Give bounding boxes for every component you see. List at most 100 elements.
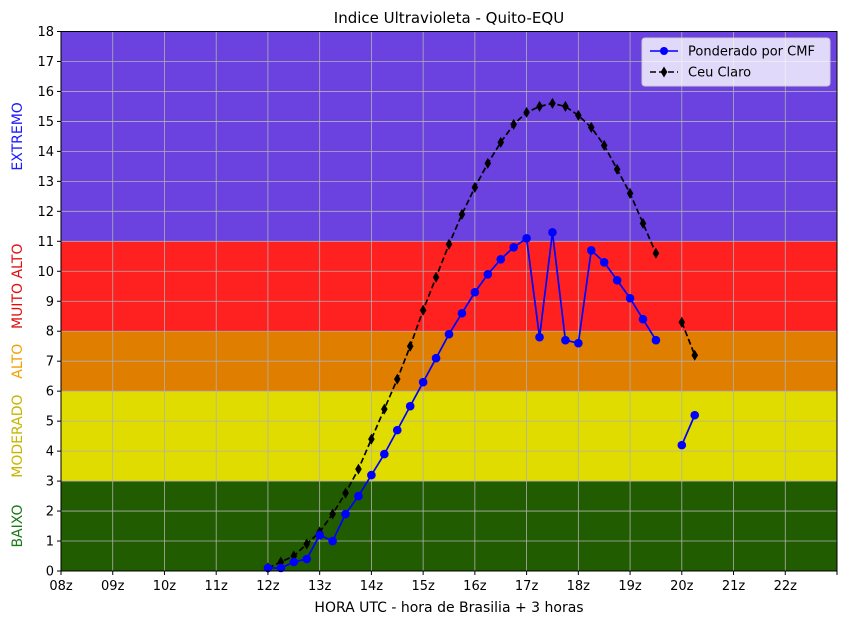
series-ponderado-por-cmf	[263, 228, 700, 573]
series-line-ceu-claro	[681, 321, 696, 356]
y-tick-label: 3	[46, 475, 54, 490]
data-point-ceu-claro	[639, 217, 647, 229]
y-tick-label: 13	[37, 175, 54, 190]
y-tick-label: 12	[37, 205, 54, 220]
data-point-ponderado-por-cmf	[496, 254, 506, 264]
data-point-ceu-claro	[691, 349, 699, 361]
uv-band-moderado	[61, 391, 837, 482]
data-point-ceu-claro	[432, 271, 440, 283]
legend-marker-ceu-claro	[660, 66, 668, 78]
data-point-ponderado-por-cmf	[612, 275, 622, 285]
data-point-ceu-claro	[458, 208, 466, 220]
y-tick-label: 4	[46, 445, 54, 460]
data-point-ponderado-por-cmf	[302, 554, 312, 564]
data-point-ceu-claro	[562, 100, 569, 112]
data-point-ceu-claro	[329, 508, 336, 520]
band-label-baixo: BAIXO	[10, 505, 26, 548]
data-point-ponderado-por-cmf	[651, 335, 661, 345]
uv-band-layer	[61, 31, 837, 571]
x-tick-label: 16z	[463, 579, 487, 594]
data-point-ceu-claro	[600, 139, 608, 151]
data-point-ponderado-por-cmf	[444, 329, 454, 339]
x-tick-label: 14z	[360, 579, 384, 594]
legend: Ponderado por CMF Ceu Claro	[641, 37, 831, 87]
data-point-ponderado-por-cmf	[574, 338, 583, 348]
data-point-ponderado-por-cmf	[483, 269, 493, 279]
data-point-ponderado-por-cmf	[638, 314, 648, 324]
uv-band-baixo	[61, 481, 837, 571]
tick-layer: 08z 09z 10z 11z 12z 13z 14z 15z 16z 17z 18z 19z 20z 2…	[37, 25, 838, 594]
series-line-ponderado-por-cmf	[681, 414, 696, 446]
data-point-ponderado-por-cmf	[457, 308, 467, 318]
data-point-ponderado-por-cmf	[328, 536, 337, 546]
y-tick-label: 10	[37, 265, 54, 280]
data-point-ponderado-por-cmf	[677, 440, 687, 450]
y-tick-label: 15	[37, 115, 54, 130]
y-tick-label: 16	[37, 85, 54, 100]
y-tick-label: 1	[46, 535, 54, 550]
data-point-ponderado-por-cmf	[380, 449, 389, 459]
x-tick-label: 20z	[670, 579, 694, 594]
x-tick-label: 09z	[101, 579, 125, 594]
data-point-ceu-claro	[484, 157, 492, 169]
x-tick-label: 19z	[618, 579, 642, 594]
y-tick-label: 0	[46, 565, 54, 580]
y-tick-label: 7	[46, 355, 54, 370]
y-tick-label: 9	[46, 295, 54, 310]
data-point-ceu-claro	[549, 97, 556, 109]
legend-marker-ponderado	[660, 47, 668, 55]
x-tick-label: 18z	[567, 579, 591, 594]
legend-label-ponderado: Ponderado por CMF	[688, 45, 815, 60]
data-point-ponderado-por-cmf	[586, 245, 596, 255]
x-tick-label: 08z	[49, 579, 73, 594]
y-tick-label: 8	[46, 325, 54, 340]
data-point-ceu-claro	[510, 118, 517, 130]
data-point-ceu-claro	[652, 247, 660, 259]
data-point-ceu-claro	[445, 238, 453, 250]
data-point-ceu-claro	[471, 181, 479, 193]
data-point-ceu-claro	[419, 304, 427, 316]
data-point-ceu-claro	[536, 100, 543, 112]
x-tick-label: 11z	[205, 579, 229, 594]
x-tick-label: 17z	[515, 579, 539, 594]
chart-title: Indice Ultravioleta - Quito-EQU	[334, 9, 564, 27]
data-point-ponderado-por-cmf	[341, 509, 350, 519]
legend-box	[641, 37, 831, 87]
data-point-ponderado-por-cmf	[522, 234, 531, 243]
data-point-ponderado-por-cmf	[470, 287, 480, 297]
x-tick-label: 10z	[153, 579, 177, 594]
uv-band-muito-alto	[61, 241, 837, 332]
legend-label-ceu-claro: Ceu Claro	[688, 66, 751, 81]
data-point-ponderado-por-cmf	[392, 425, 402, 435]
data-point-ponderado-por-cmf	[315, 530, 324, 540]
x-tick-label: 22z	[774, 579, 798, 594]
data-point-ponderado-por-cmf	[690, 410, 700, 420]
data-point-ponderado-por-cmf	[431, 353, 441, 363]
data-point-ceu-claro	[497, 136, 505, 148]
data-point-ceu-claro	[368, 433, 375, 445]
data-point-ceu-claro	[355, 463, 362, 475]
band-label-muito-alto: MUITO ALTO	[10, 244, 26, 330]
x-tick-label: 15z	[411, 579, 435, 594]
x-tick-label: 12z	[256, 579, 280, 594]
data-point-ponderado-por-cmf	[405, 401, 415, 411]
data-point-ponderado-por-cmf	[367, 470, 376, 480]
band-label-alto: ALTO	[10, 344, 26, 379]
x-tick-label: 13z	[308, 579, 332, 594]
data-point-ponderado-por-cmf	[599, 257, 609, 267]
y-tick-label: 5	[46, 415, 54, 430]
data-point-ceu-claro	[303, 538, 311, 550]
data-point-ceu-claro	[406, 340, 414, 352]
y-tick-label: 6	[46, 385, 54, 400]
data-point-ponderado-por-cmf	[625, 293, 635, 303]
band-label-layer: BAIXO MODERADO ALTO MUITO ALTO EXTREMO	[10, 102, 26, 547]
y-tick-label: 17	[37, 55, 54, 70]
data-point-ponderado-por-cmf	[289, 557, 299, 567]
series-layer	[263, 97, 700, 574]
data-point-ponderado-por-cmf	[354, 491, 363, 501]
x-axis-label: HORA UTC - hora de Brasilia + 3 horas	[314, 600, 583, 616]
data-point-ponderado-por-cmf	[535, 332, 544, 342]
data-point-ponderado-por-cmf	[561, 335, 570, 345]
data-point-ceu-claro	[575, 109, 582, 121]
